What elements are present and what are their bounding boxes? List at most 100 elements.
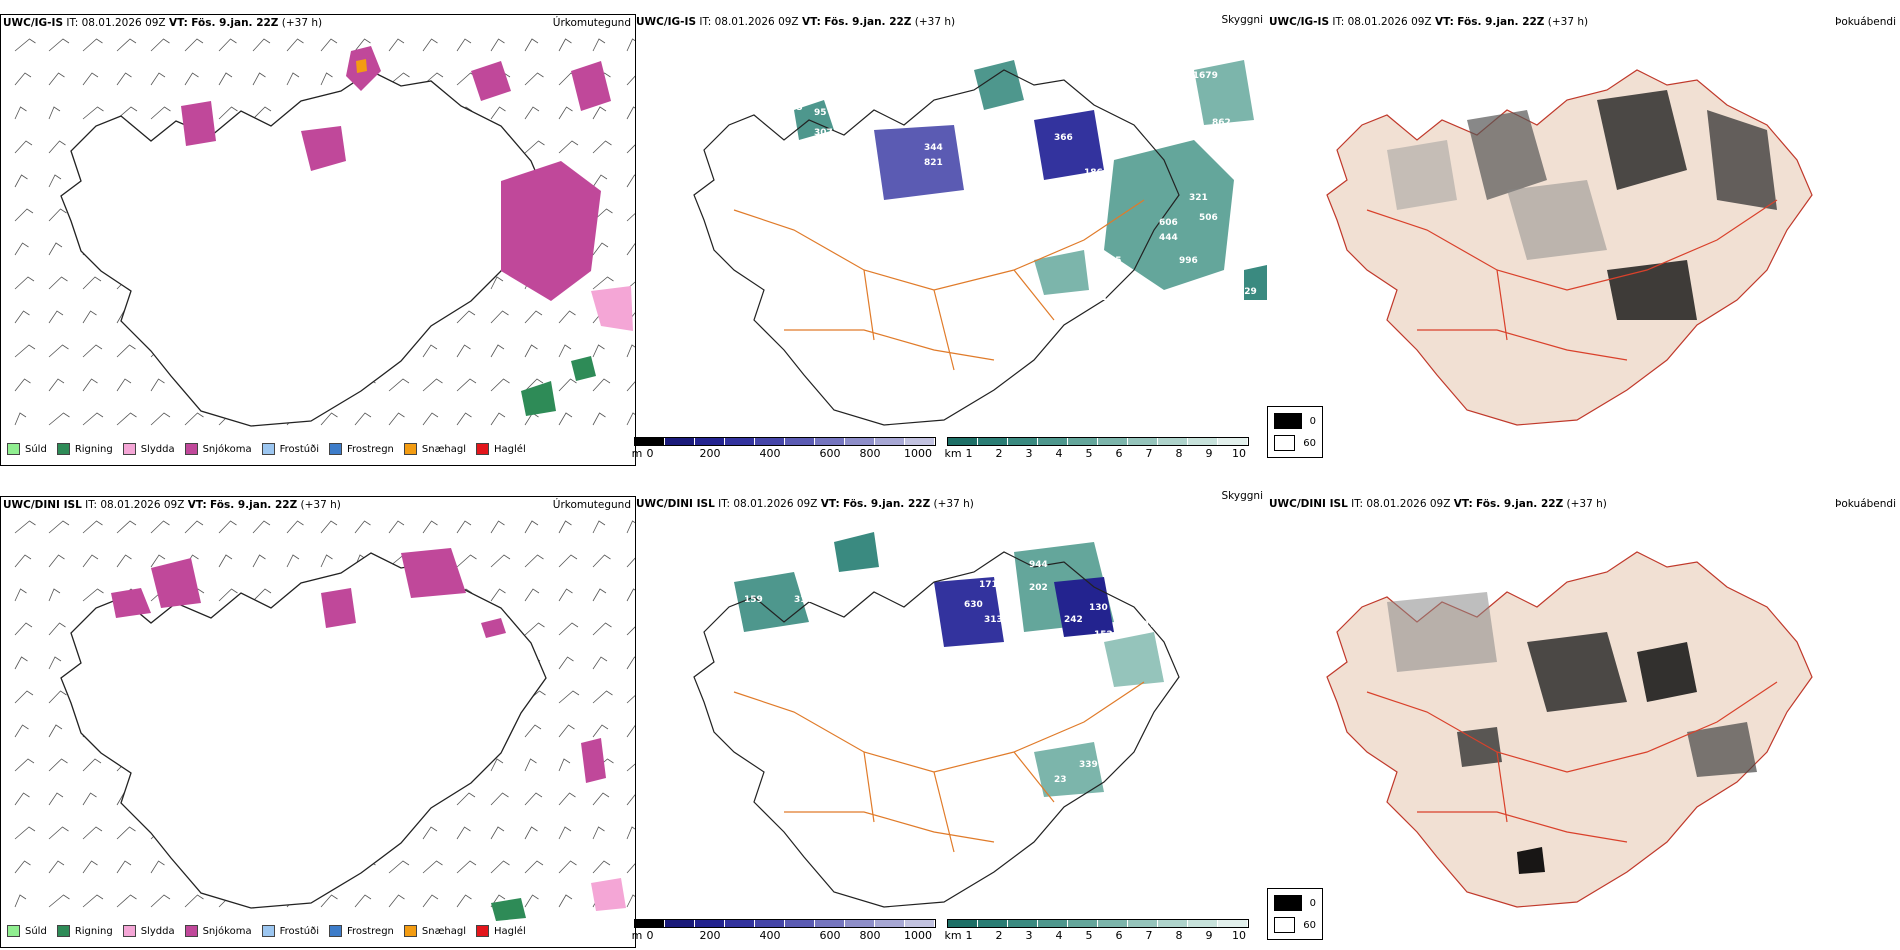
colorbar-cell: [1128, 438, 1158, 445]
cloud-legend-swatch: [1274, 413, 1302, 429]
colorbar-cell: [1158, 438, 1188, 445]
colorbar-cell: [815, 920, 845, 927]
wind-barb: [456, 520, 472, 534]
colorbar-cell: [875, 920, 905, 927]
wind-barb: [252, 72, 266, 86]
iceland-outline: [60, 70, 547, 427]
wind-barb: [490, 758, 504, 772]
map-label: 55: [1109, 256, 1122, 266]
legend-swatch: [261, 925, 275, 937]
wind-barb: [116, 412, 137, 426]
wind-barb: [48, 276, 68, 290]
cbar-tick: 10: [1232, 929, 1246, 942]
wind-barb: [82, 310, 97, 324]
road-network: [1366, 681, 1778, 843]
wind-barb: [524, 622, 545, 636]
cbar-tick: 10: [1232, 447, 1246, 460]
colorbar-cell: [1218, 920, 1248, 927]
cbar-tick: 2: [995, 447, 1003, 460]
wind-barb: [592, 724, 609, 738]
wind-barb: [626, 725, 635, 738]
map-label: 16: [1214, 53, 1227, 63]
road-network: [733, 199, 1145, 371]
cbar-tick: 1000: [904, 447, 932, 460]
map-label: 506: [1199, 213, 1218, 223]
wind-barb: [388, 860, 410, 874]
wind-barb: [252, 520, 271, 534]
wind-barb: [82, 344, 103, 358]
legend-swatch: [122, 443, 136, 455]
wind-barb: [524, 724, 542, 738]
wind-barb: [626, 656, 635, 670]
map-label: 339: [1079, 760, 1098, 770]
colorbar-cell: [695, 438, 725, 445]
wind-barb: [184, 412, 204, 426]
wind-barb: [48, 520, 70, 534]
wind-barb: [320, 72, 333, 86]
cbar-tick: 4: [1055, 447, 1063, 460]
cbar-tick: 0: [646, 929, 654, 942]
cbar-tick: 7: [1145, 929, 1153, 942]
wind-barb: [14, 758, 35, 772]
map-label: 171: [979, 580, 998, 590]
colorbar-cell: [815, 438, 845, 445]
cloud-legend: 0 60: [1267, 406, 1323, 458]
map-label: 159: [744, 595, 763, 605]
wind-barb: [490, 792, 509, 806]
legend-item: Slydda: [122, 443, 175, 455]
cbar-tick: 3: [1025, 929, 1033, 942]
wind-barb: [490, 826, 505, 840]
legend-item: Frostregn: [329, 443, 394, 455]
legend-item: Haglél: [476, 925, 526, 937]
cbar-tick: 400: [759, 929, 781, 942]
fog-map: [1326, 551, 1813, 908]
wind-barb: [184, 520, 204, 534]
cbar-tick: 5: [1085, 447, 1093, 460]
colorbar-cell: [755, 920, 785, 927]
iceland-outline: [693, 69, 1180, 426]
wind-barb: [150, 412, 171, 426]
map-label: 95: [814, 108, 827, 118]
wind-barb: [524, 72, 544, 86]
precip-legend: Súld Rigning Slydda Snjókoma Frostúði Fr…: [7, 925, 536, 937]
map-label: 152: [1094, 630, 1113, 640]
wind-barb: [116, 554, 132, 568]
cbar-tick: 3: [1025, 447, 1033, 460]
map-label: 606: [1159, 218, 1178, 228]
legend-swatch: [7, 925, 20, 937]
wind-barb: [558, 140, 579, 154]
wind-barb: [14, 690, 34, 704]
cbar-unit: m: [631, 929, 643, 942]
wind-barb: [14, 412, 27, 426]
cbar-tick: 200: [699, 447, 721, 460]
wind-barb: [354, 412, 372, 426]
wind-barb: [524, 860, 544, 874]
wind-barb: [456, 860, 477, 874]
wind-barb: [48, 622, 66, 636]
wind-barb: [286, 520, 304, 534]
wind-barb: [48, 724, 63, 738]
wind-barb: [592, 826, 605, 840]
cbar-tick: 6: [1115, 447, 1123, 460]
wind-barb: [456, 554, 477, 568]
wind-barb: [48, 344, 69, 358]
colorbar-cell: [1038, 438, 1068, 445]
wind-barb: [422, 38, 438, 52]
wind-barb: [422, 344, 438, 358]
wind-barb: [14, 826, 36, 840]
wind-barb: [456, 412, 472, 426]
map-label: 895: [784, 103, 803, 113]
wind-barb: [626, 144, 635, 154]
legend-swatch: [329, 443, 342, 455]
cbar-unit: m: [631, 447, 643, 460]
legend-item: Snæhagl: [403, 443, 466, 455]
wind-barb: [592, 622, 612, 636]
cbar-tick: 6: [1115, 929, 1123, 942]
wind-barb: [626, 106, 635, 120]
wind-barb: [592, 174, 608, 188]
wind-barb: [48, 208, 67, 222]
map-label: 202: [1029, 583, 1048, 593]
wind-barb: [558, 894, 573, 908]
panel-title: UWC/IG-IS IT: 08.01.2026 09Z VT: Fös. 9.…: [636, 16, 956, 28]
wind-barb: [320, 554, 333, 568]
